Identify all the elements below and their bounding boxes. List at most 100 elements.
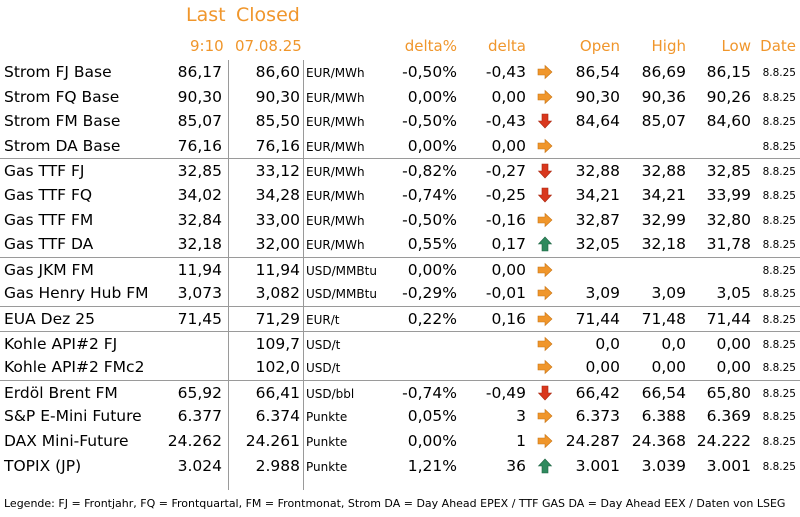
row-delta: 0,16	[491, 310, 526, 328]
row-delta: 36	[506, 456, 526, 475]
row-open: 24.287	[565, 432, 620, 450]
arrow-up-icon	[537, 458, 553, 474]
row-name: Gas TTF DA	[4, 235, 94, 254]
row-delta-pct: 1,21%	[407, 456, 457, 475]
table-row: Strom DA Base 76,16 76,16 EUR/MWh 0,00% 0,00 8…	[0, 134, 800, 159]
row-unit: EUR/MWh	[306, 213, 365, 228]
row-date: 8.8.25	[762, 338, 796, 351]
row-delta-pct: -0,74%	[402, 383, 457, 402]
row-unit: EUR/MWh	[306, 189, 365, 203]
row-delta-pct: -0,50%	[402, 63, 457, 81]
arrow-up-icon	[537, 236, 553, 252]
row-high: 32,88	[641, 162, 686, 181]
row-closed: 32,00	[255, 235, 300, 254]
row-last: 32,84	[177, 210, 222, 229]
header-closed-date: 07.08.25	[235, 37, 302, 55]
row-name: Strom FQ Base	[4, 87, 120, 106]
arrow-right-icon	[537, 336, 553, 352]
row-low: 32,80	[706, 210, 751, 229]
header-date: Date	[760, 37, 796, 55]
row-name: Strom FJ Base	[4, 63, 112, 81]
row-unit: EUR/MWh	[306, 115, 365, 130]
table-row: Gas TTF FJ 32,85 33,12 EUR/MWh -0,82% -0,27 32…	[0, 158, 800, 184]
row-delta-pct: 0,00%	[407, 432, 457, 450]
row-unit: USD/MMBtu	[306, 263, 377, 278]
row-open: 0,00	[585, 358, 620, 377]
table-row: Gas TTF DA 32,18 32,00 EUR/MWh 0,55% 0,17 32,0…	[0, 232, 800, 257]
row-date: 8.8.25	[762, 264, 796, 277]
row-delta-pct: -0,50%	[402, 112, 457, 131]
row-delta: 0,00	[491, 260, 526, 279]
row-delta: -0,25	[485, 186, 526, 204]
row-date: 8.8.25	[762, 116, 796, 129]
arrow-right-icon	[537, 359, 553, 375]
row-last: 65,92	[177, 383, 222, 402]
row-low: 86,15	[706, 63, 751, 81]
row-date: 8.8.25	[762, 460, 796, 473]
arrow-right-icon	[537, 311, 553, 327]
row-closed: 66,41	[255, 383, 300, 402]
row-delta-pct: -0,29%	[402, 284, 457, 303]
arrow-right-icon	[537, 262, 553, 278]
row-name: EUA Dez 25	[4, 310, 95, 328]
row-last: 34,02	[177, 186, 222, 204]
row-last: 11,94	[177, 260, 222, 279]
row-delta: -0,43	[485, 112, 526, 131]
arrow-down-icon	[537, 113, 553, 129]
row-last: 71,45	[177, 310, 222, 328]
table-row: EUA Dez 25 71,45 71,29 EUR/t 0,22% 0,16 71,44 7…	[0, 306, 800, 332]
row-unit: Punkte	[306, 410, 348, 425]
table-row: TOPIX (JP) 3.024 2.988 Punkte 1,21% 36 3.001 3.…	[0, 454, 800, 479]
row-high: 86,69	[641, 63, 686, 81]
table-row: Gas JKM FM 11,94 11,94 USD/MMBtu 0,00% 0,00 8.…	[0, 256, 800, 283]
row-low: 3,05	[716, 284, 751, 303]
row-last: 6.377	[177, 407, 222, 426]
table-row: DAX Mini-Future 24.262 24.261 Punkte 0,00% 1 2…	[0, 429, 800, 454]
row-low: 0,00	[716, 358, 751, 377]
row-open: 3.001	[575, 456, 620, 475]
row-unit: USD/t	[306, 337, 341, 352]
row-delta: 1	[516, 432, 526, 450]
row-open: 0,0	[595, 334, 620, 353]
column-divider-closed	[228, 60, 229, 490]
row-high: 34,21	[641, 186, 686, 204]
table-row: Gas TTF FM 32,84 33,00 EUR/MWh -0,50% -0,16 32…	[0, 208, 800, 233]
row-name: Gas JKM FM	[4, 260, 94, 279]
row-low: 33,99	[706, 186, 751, 204]
row-name: S&P E-Mini Future	[4, 407, 142, 426]
row-last: 85,07	[177, 112, 222, 131]
row-unit: EUR/MWh	[306, 165, 365, 180]
row-high: 3,09	[651, 284, 686, 303]
row-name: Gas Henry Hub FM	[4, 284, 149, 303]
header-closed: Closed	[236, 4, 300, 26]
row-high: 6.388	[641, 407, 686, 426]
header-delta: delta	[488, 37, 526, 55]
row-closed: 33,00	[255, 210, 300, 229]
row-closed: 90,30	[255, 87, 300, 106]
row-open: 84,64	[575, 112, 620, 131]
arrow-right-icon	[537, 408, 553, 424]
row-delta-pct: 0,55%	[407, 235, 457, 254]
row-name: TOPIX (JP)	[4, 456, 82, 475]
row-low: 0,00	[716, 334, 751, 353]
column-divider-unit	[303, 60, 304, 490]
row-date: 8.8.25	[762, 411, 796, 424]
arrow-right-icon	[537, 89, 553, 105]
row-date: 8.8.25	[762, 140, 796, 153]
arrow-down-icon	[537, 385, 553, 401]
table-row: S&P E-Mini Future 6.377 6.374 Punkte 0,05% 3 6…	[0, 404, 800, 429]
row-open: 86,54	[575, 63, 620, 81]
row-open: 66,42	[575, 383, 620, 402]
row-date: 8.8.25	[762, 387, 796, 400]
arrow-right-icon	[537, 138, 553, 154]
table-row: Kohle API#2 FJ 109,7 USD/t 0,0 0,0 0,00 8.8.25	[0, 330, 800, 357]
row-date: 8.8.25	[762, 166, 796, 179]
row-name: Gas TTF FQ	[4, 186, 93, 204]
row-name: Erdöl Brent FM	[4, 383, 118, 402]
row-low: 31,78	[706, 235, 751, 254]
row-delta-pct: 0,00%	[407, 260, 457, 279]
row-closed: 85,50	[255, 112, 300, 131]
row-name: Strom FM Base	[4, 112, 121, 131]
row-delta: -0,49	[485, 383, 526, 402]
table-row: Strom FJ Base 86,17 86,60 EUR/MWh -0,50% -0,4…	[0, 60, 800, 85]
